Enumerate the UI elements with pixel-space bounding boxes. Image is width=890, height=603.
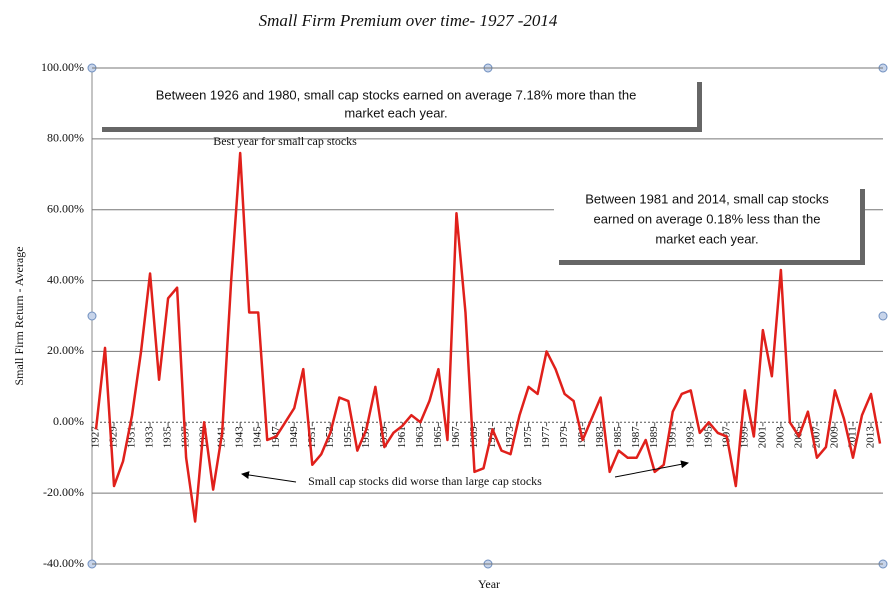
x-tick-label: 1977 <box>540 426 552 449</box>
x-tick-label: 1965 <box>432 426 444 449</box>
x-tick-label: 1985 <box>612 426 624 449</box>
annotation: Small cap stocks did worse than large ca… <box>308 474 542 488</box>
x-tick-label: 1957 <box>360 426 372 449</box>
x-tick-label: 1963 <box>414 426 426 449</box>
x-tick-label: 1943 <box>234 426 246 449</box>
y-tick-label: 60.00% <box>47 201 84 215</box>
x-tick-label: 1933 <box>144 426 156 449</box>
annotation-box <box>97 77 697 127</box>
x-tick-label: 1967 <box>450 426 462 449</box>
y-tick-label: 80.00% <box>47 131 84 145</box>
annotation: earned on average 0.18% less than the <box>594 211 821 226</box>
plot-frame <box>87 63 888 569</box>
y-tick-label: 100.00% <box>41 60 84 74</box>
x-tick-label: 1961 <box>396 426 408 448</box>
x-tick-label: 1993 <box>684 426 696 449</box>
x-tick-label: 1983 <box>594 426 606 449</box>
annotation: market each year. <box>655 231 758 246</box>
y-tick-label: -20.00% <box>43 485 84 499</box>
x-tick-label: 1927 <box>90 426 102 449</box>
x-tick-label: 2001 <box>756 426 768 448</box>
x-tick-label: 1987 <box>630 426 642 449</box>
x-tick-label: 2009 <box>828 426 840 449</box>
y-tick-label: 40.00% <box>47 272 84 286</box>
annotation: Between 1981 and 2014, small cap stocks <box>585 191 829 206</box>
x-tick-label: 2003 <box>774 426 786 449</box>
x-tick-label: 1979 <box>558 426 570 449</box>
chart-title: Small Firm Premium over time- 1927 -2014 <box>259 11 558 30</box>
x-tick-label: 1989 <box>648 426 660 449</box>
x-tick-label: 1935 <box>162 426 174 449</box>
x-tick-label: 1949 <box>288 426 300 449</box>
y-tick-label: -40.00% <box>43 556 84 570</box>
x-axis-label: Year <box>478 577 500 591</box>
annotation: Between 1926 and 1980, small cap stocks … <box>156 87 637 102</box>
x-tick-label: 1975 <box>522 426 534 449</box>
y-axis-label: Small Firm Return - Average <box>12 246 26 385</box>
y-tick-label: 0.00% <box>53 414 84 428</box>
x-tick-label: 1955 <box>342 426 354 449</box>
annotation: Best year for small cap stocks <box>213 134 357 148</box>
x-tick-label: 1951 <box>306 426 318 448</box>
x-tick-label: 2013 <box>865 426 877 449</box>
arrow <box>241 471 297 483</box>
data-line <box>94 151 882 523</box>
x-tick-label: 1945 <box>252 426 264 449</box>
x-tick-label: 1995 <box>702 426 714 449</box>
annotation: market each year. <box>344 105 447 120</box>
arrow <box>614 460 689 478</box>
annotation-box <box>554 184 860 260</box>
y-tick-label: 20.00% <box>47 343 84 357</box>
label-bg <box>294 474 556 490</box>
